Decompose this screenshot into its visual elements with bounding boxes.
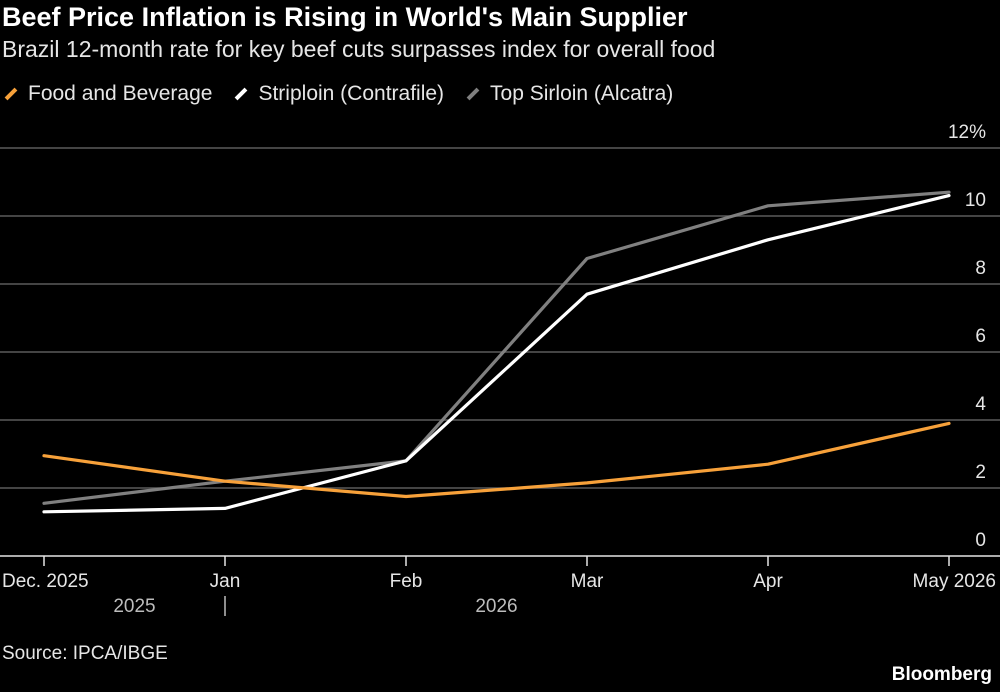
series-line-food-and-beverage — [42, 421, 951, 499]
y-tick-label-5: 10 — [965, 190, 986, 211]
legend-item-striploin: Striploin (Contrafile) — [234, 82, 444, 106]
source-note: Source: IPCA/IBGE — [2, 643, 168, 664]
legend-label-food: Food and Beverage — [28, 82, 213, 105]
legend: Food and Beverage Striploin (Contrafile)… — [4, 82, 695, 106]
x-group-label-2026: 2026 — [475, 596, 517, 617]
x-tick-label-3: Mar — [571, 571, 604, 592]
chart-title: Beef Price Inflation is Rising in World'… — [2, 2, 688, 32]
series-line-top-sirloin — [42, 190, 951, 505]
legend-label-top-sirloin: Top Sirloin (Alcatra) — [490, 82, 674, 105]
y-tick-label-0: 0 — [975, 530, 986, 551]
y-tick-label-6: 12% — [948, 122, 986, 143]
y-tick-label-4: 8 — [975, 258, 986, 279]
series-line-striploin — [42, 194, 951, 514]
y-tick-label-3: 6 — [975, 326, 986, 347]
x-tick-label-1: Jan — [210, 571, 241, 592]
chart-subtitle: Brazil 12-month rate for key beef cuts s… — [2, 36, 716, 62]
y-tick-label-2: 4 — [975, 394, 986, 415]
x-group-label-2025: 2025 — [113, 596, 155, 617]
y-tick-label-1: 2 — [975, 462, 986, 483]
x-tick-label-4: Apr — [753, 571, 783, 592]
legend-item-food: Food and Beverage — [4, 82, 212, 106]
x-tick-label-0: Dec. 2025 — [2, 571, 89, 592]
x-tick-label-2: Feb — [390, 571, 423, 592]
bloomberg-logo: Bloomberg — [891, 664, 992, 685]
legend-label-striploin: Striploin (Contrafile) — [258, 82, 445, 105]
x-tick-label-5: May 2026 — [913, 571, 996, 592]
legend-item-top-sirloin: Top Sirloin (Alcatra) — [466, 82, 673, 106]
